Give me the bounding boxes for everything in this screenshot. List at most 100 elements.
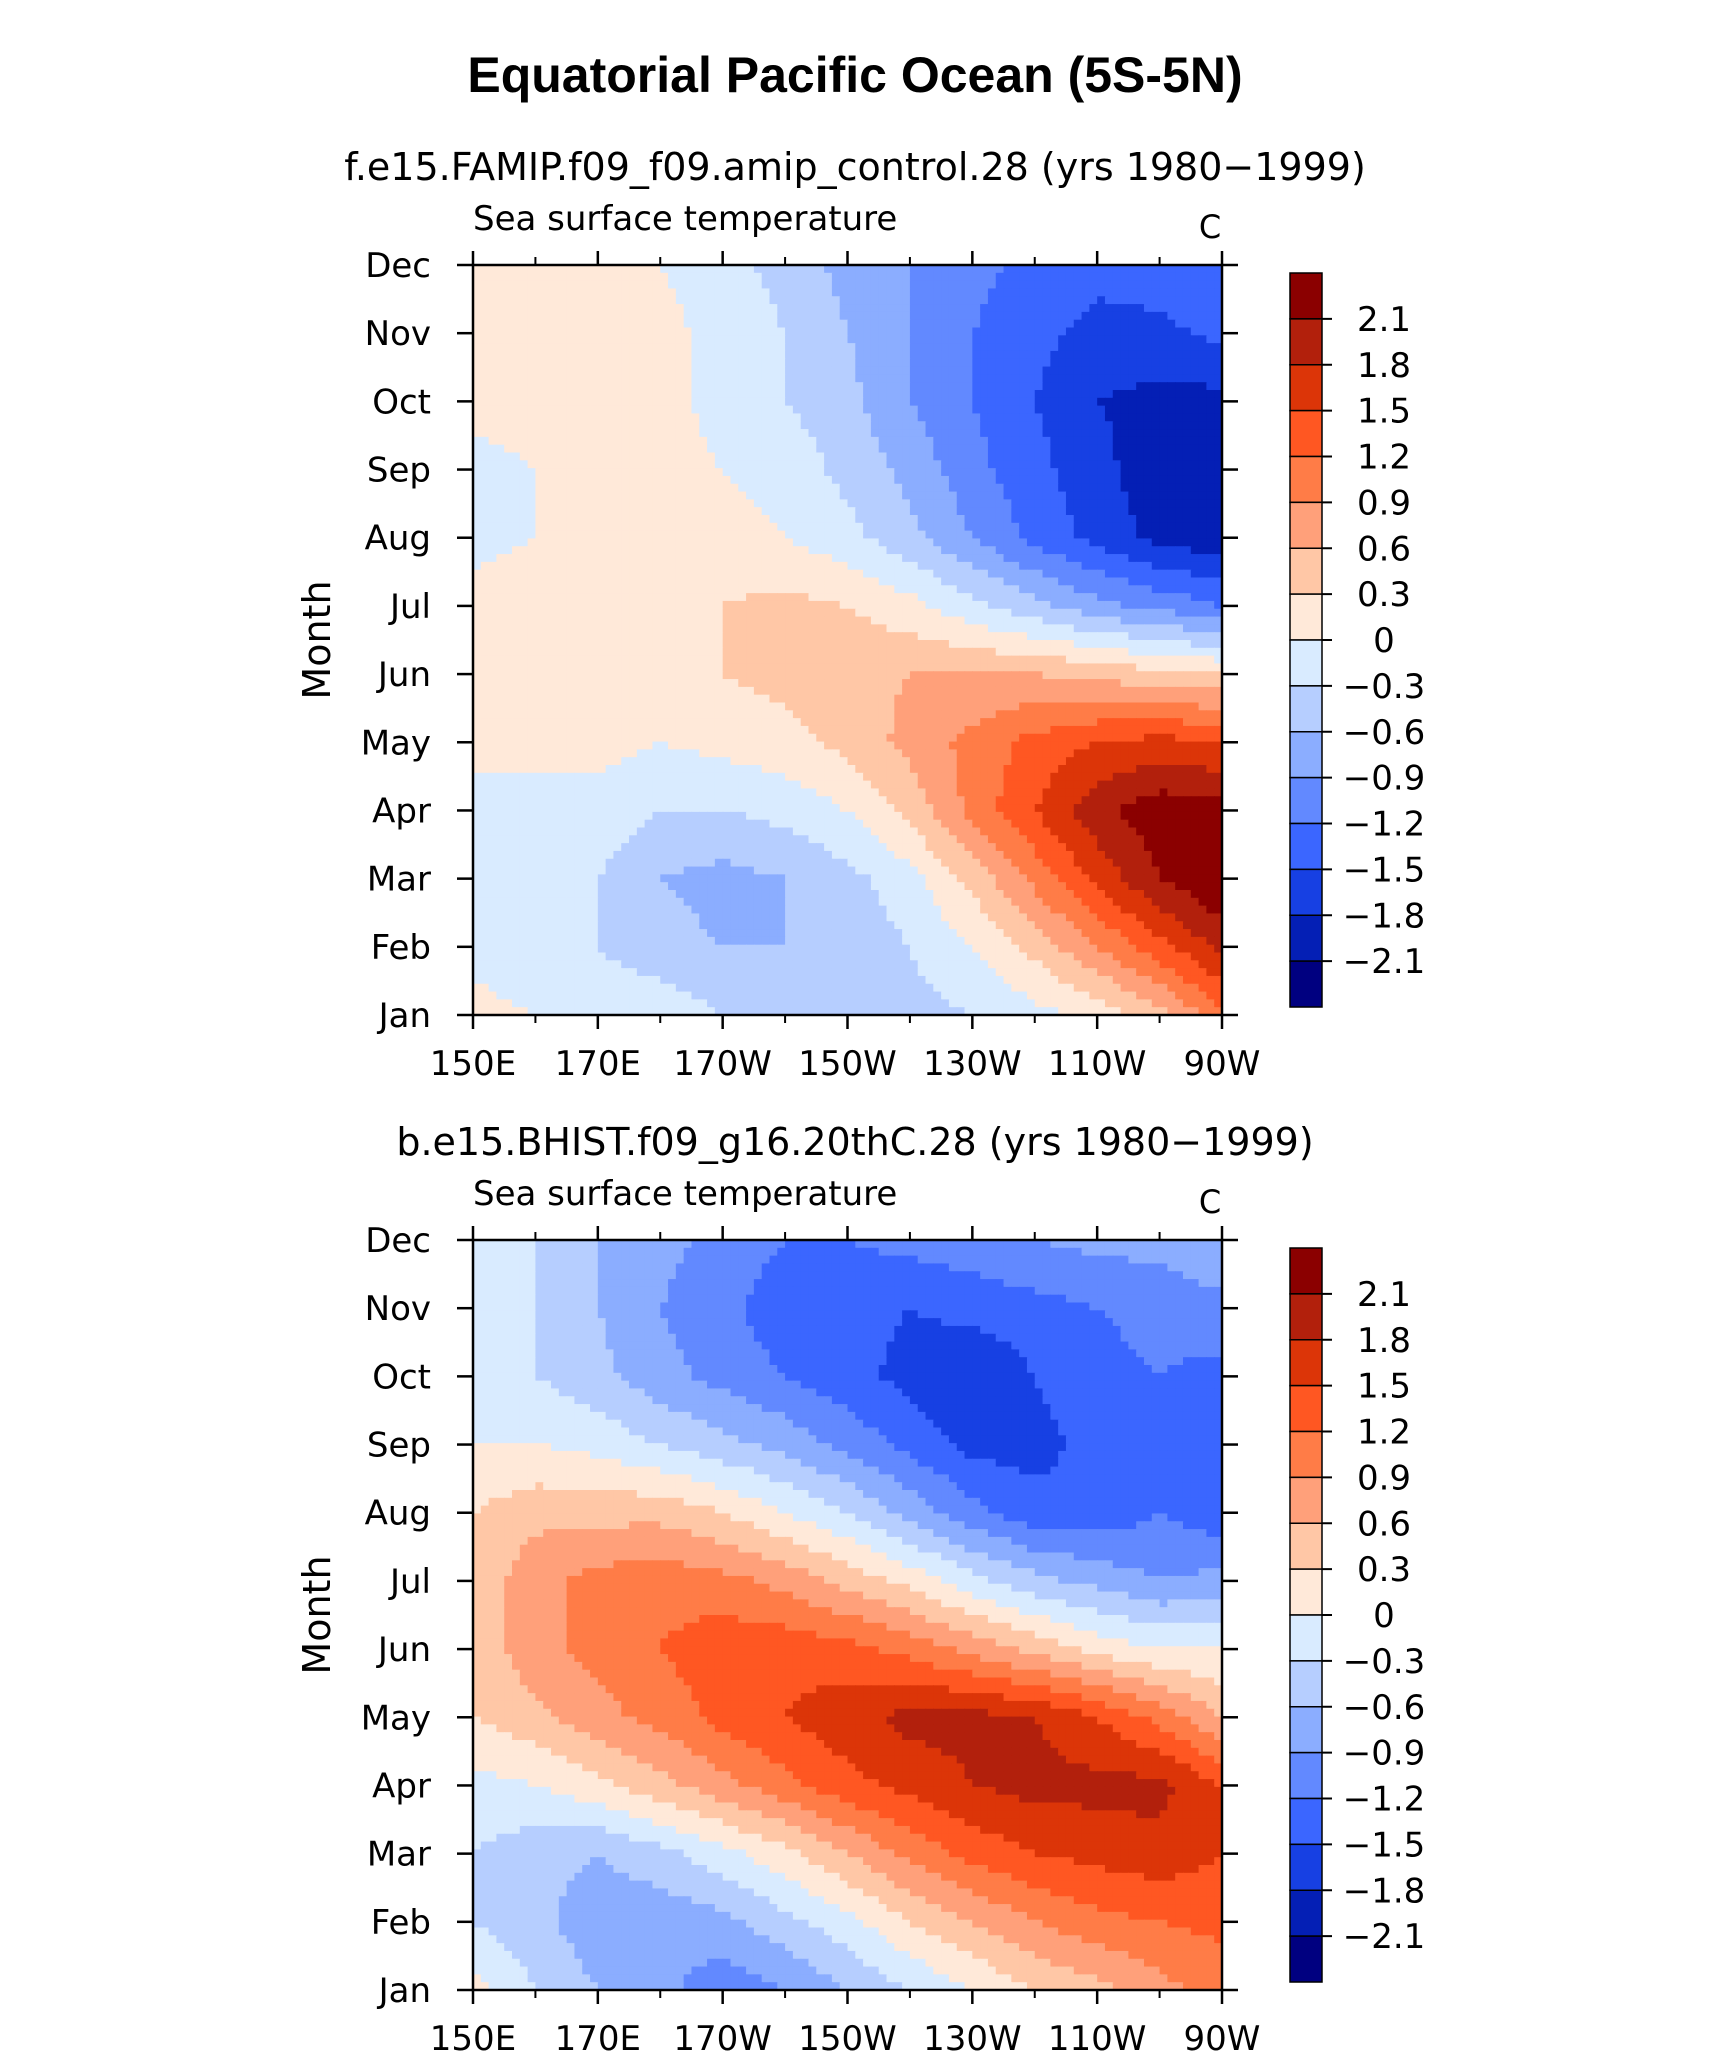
sst-cell (597, 491, 607, 500)
sst-cell (1198, 507, 1207, 516)
sst-cell (707, 624, 716, 633)
sst-cell (1182, 366, 1192, 375)
sst-cell (995, 296, 1005, 305)
sst-cell (1159, 327, 1168, 336)
sst-cell (777, 483, 786, 493)
sst-cell (746, 366, 755, 375)
sst-cell (753, 491, 763, 500)
sst-cell (824, 491, 833, 500)
sst-cell (519, 429, 529, 438)
sst-cell (1167, 358, 1176, 368)
sst-cell (582, 460, 591, 469)
sst-cell (1214, 421, 1223, 430)
sst-cell (519, 374, 529, 383)
sst-cell (956, 491, 966, 500)
sst-cell (535, 491, 544, 500)
sst-cell (519, 327, 529, 336)
sst-cell (956, 554, 966, 563)
sst-cell (746, 343, 755, 352)
sst-cell (831, 515, 841, 524)
sst-cell (480, 624, 490, 633)
sst-cell (473, 608, 482, 618)
sst-cell (535, 561, 544, 571)
sst-cell (902, 288, 911, 297)
sst-cell (473, 561, 482, 571)
sst-cell (535, 350, 544, 360)
sst-cell (699, 640, 708, 649)
sst-cell (1120, 546, 1129, 555)
sst-cell (613, 530, 622, 540)
sst-cell (839, 382, 849, 391)
sst-cell (605, 569, 615, 579)
sst-cell (839, 296, 849, 305)
sst-cell (558, 382, 568, 391)
sst-cell (1058, 343, 1067, 352)
sst-cell (1026, 593, 1036, 602)
sst-cell (1128, 655, 1137, 665)
sst-cell (1081, 593, 1090, 602)
sst-cell (831, 358, 841, 368)
sst-cell (956, 413, 966, 422)
sst-cell (1065, 350, 1075, 360)
sst-cell (582, 655, 591, 665)
sst-cell (941, 624, 950, 633)
sst-cell (839, 585, 849, 594)
sst-cell (909, 444, 919, 454)
sst-cell (558, 569, 568, 579)
sst-cell (785, 468, 794, 477)
sst-cell (785, 382, 794, 391)
sst-cell (894, 475, 903, 485)
sst-cell (1190, 265, 1200, 274)
sst-cell (995, 593, 1005, 602)
sst-cell (1167, 655, 1176, 665)
sst-cell (535, 640, 544, 649)
sst-cell (582, 546, 591, 555)
sst-cell (777, 515, 786, 524)
sst-cell (496, 483, 505, 493)
sst-cell (870, 343, 880, 352)
sst-cell (1097, 515, 1106, 524)
sst-cell (1128, 382, 1137, 391)
sst-cell (839, 468, 849, 477)
sst-cell (1136, 585, 1145, 594)
sst-cell (558, 491, 568, 500)
sst-cell (785, 304, 794, 313)
sst-cell (761, 421, 771, 430)
sst-cell (1206, 608, 1215, 618)
sst-cell (1050, 366, 1059, 375)
sst-cell (777, 304, 786, 313)
sst-cell (1104, 530, 1114, 540)
sst-cell (925, 608, 934, 618)
sst-cell (1175, 390, 1184, 399)
sst-cell (675, 515, 685, 524)
sst-cell (847, 585, 856, 594)
sst-cell (1182, 593, 1192, 602)
sst-cell (925, 452, 934, 461)
sst-cell (831, 265, 841, 274)
sst-cell (644, 647, 654, 657)
sst-cell (878, 475, 888, 485)
sst-cell (558, 616, 568, 625)
sst-cell (683, 335, 693, 344)
sst-cell (1050, 327, 1059, 336)
sst-cell (660, 296, 669, 305)
sst-cell (1167, 585, 1176, 594)
sst-cell (972, 460, 981, 469)
sst-cell (1151, 405, 1161, 415)
sst-cell (831, 483, 841, 493)
sst-cell (473, 663, 482, 672)
sst-cell (1128, 507, 1137, 516)
sst-cell (683, 382, 693, 391)
sst-cell (792, 280, 802, 290)
sst-cell (972, 546, 981, 555)
sst-cell (972, 608, 981, 618)
sst-cell (535, 522, 544, 532)
sst-cell (863, 655, 872, 665)
sst-cell (1198, 350, 1207, 360)
sst-cell (535, 319, 544, 329)
sst-cell (1034, 311, 1044, 321)
sst-cell (824, 405, 833, 415)
sst-cell (1128, 335, 1137, 344)
sst-cell (551, 272, 560, 282)
sst-cell (1190, 515, 1200, 524)
